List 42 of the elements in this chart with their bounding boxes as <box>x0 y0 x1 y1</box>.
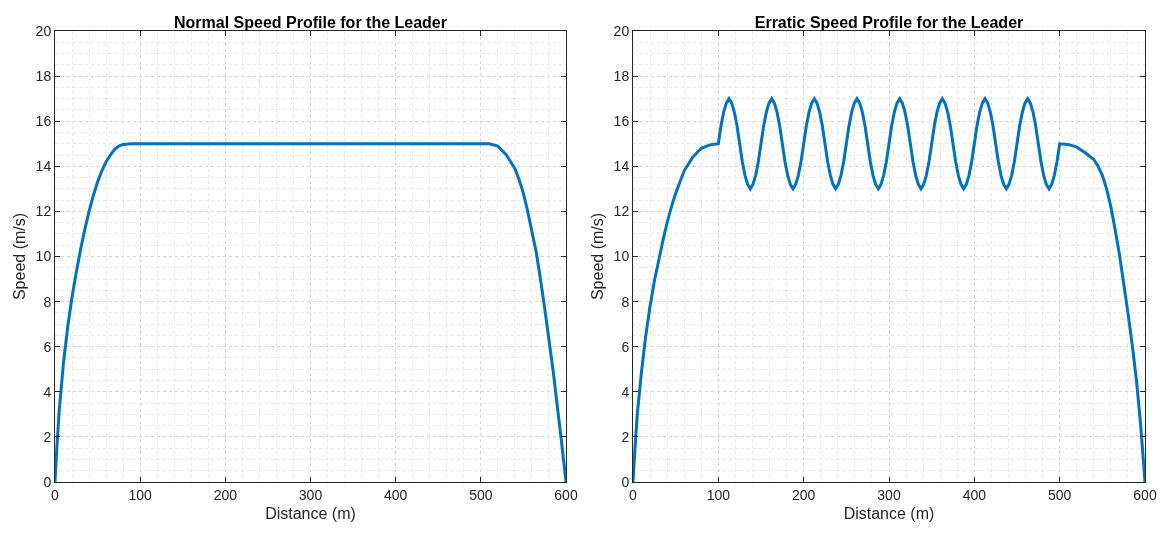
y-tick-label: 16 <box>35 113 52 130</box>
x-tick-label: 300 <box>877 486 901 503</box>
x-tick-label: 200 <box>213 486 238 503</box>
x-tick-label: 600 <box>1133 486 1157 503</box>
y-axis-title: Speed (m/s) <box>10 212 28 301</box>
x-tick-label: 400 <box>962 486 987 503</box>
x-tick-label: 500 <box>469 486 493 503</box>
x-tick-label: 400 <box>383 486 408 503</box>
y-tick-label: 10 <box>35 248 52 265</box>
y-tick-label: 18 <box>613 68 630 84</box>
line-series <box>55 142 566 482</box>
x-axis-title: Distance (m) <box>843 505 935 523</box>
y-tick-label: 16 <box>613 113 630 130</box>
line-series <box>633 97 1145 482</box>
y-tick-label: 4 <box>43 383 52 400</box>
y-tick-label: 0 <box>621 473 630 490</box>
y-tick-label: 10 <box>613 248 630 265</box>
y-tick-label: 0 <box>43 473 52 490</box>
x-tick-label: 600 <box>554 486 578 503</box>
y-tick-label: 4 <box>621 383 630 400</box>
y-tick-label: 18 <box>35 68 52 84</box>
y-tick-label: 14 <box>613 158 630 175</box>
chart-title: Erratic Speed Profile for the Leader <box>754 14 1024 31</box>
y-tick-label: 8 <box>43 293 52 310</box>
x-axis-title: Distance (m) <box>265 505 356 523</box>
y-tick-label: 2 <box>43 428 52 445</box>
y-tick-label: 12 <box>35 203 52 220</box>
y-tick-label: 20 <box>613 22 630 39</box>
y-tick-label: 20 <box>35 22 52 39</box>
x-tick-label: 500 <box>1047 486 1072 503</box>
y-tick-label: 2 <box>621 428 630 445</box>
x-tick-label: 300 <box>298 486 323 503</box>
y-tick-label: 14 <box>35 158 52 175</box>
y-tick-label: 8 <box>621 293 630 310</box>
x-tick-label: 100 <box>128 486 153 503</box>
y-axis-title: Speed (m/s) <box>588 212 606 301</box>
y-tick-label: 12 <box>613 203 630 220</box>
y-tick-label: 6 <box>43 338 52 355</box>
chart-title: Normal Speed Profile for the Leader <box>174 14 447 31</box>
x-tick-label: 200 <box>791 486 816 503</box>
y-tick-label: 6 <box>621 338 630 355</box>
x-tick-label: 100 <box>706 486 731 503</box>
